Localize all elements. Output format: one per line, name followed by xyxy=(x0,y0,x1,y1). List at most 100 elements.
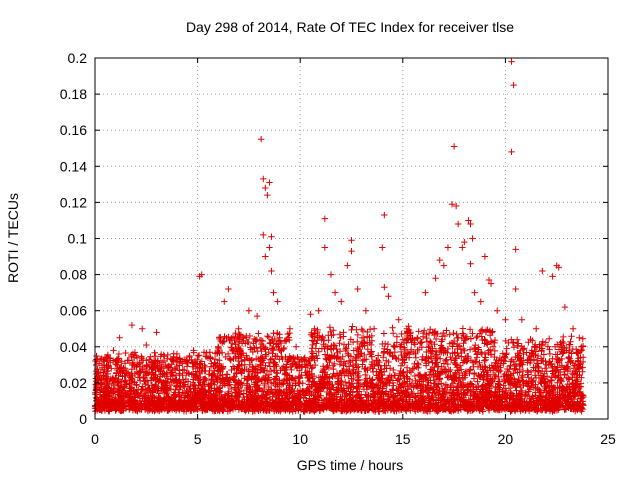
data-point xyxy=(163,370,171,378)
data-point xyxy=(561,303,569,311)
data-point xyxy=(321,244,329,251)
data-point xyxy=(450,143,458,150)
data-point xyxy=(331,289,339,296)
data-point xyxy=(555,264,562,271)
data-point xyxy=(510,81,517,89)
data-point xyxy=(576,334,583,341)
data-point xyxy=(403,325,411,332)
data-point xyxy=(422,289,429,296)
x-tick-label: 15 xyxy=(395,431,411,447)
data-point xyxy=(286,325,294,332)
x-tick-label: 0 xyxy=(91,431,99,447)
data-point xyxy=(225,285,232,293)
data-point xyxy=(97,394,105,401)
data-point xyxy=(221,298,228,305)
data-point xyxy=(190,347,197,354)
data-point xyxy=(110,347,117,354)
data-point xyxy=(362,307,370,314)
data-point xyxy=(266,179,273,186)
data-point xyxy=(578,343,585,350)
data-point xyxy=(315,307,322,314)
data-point xyxy=(569,325,577,332)
y-tick-label: 0.14 xyxy=(60,158,87,174)
data-point xyxy=(370,325,378,332)
y-tick-label: 0.06 xyxy=(60,303,87,319)
x-tick-label: 5 xyxy=(194,431,202,447)
data-point xyxy=(268,233,275,240)
data-point xyxy=(260,231,267,239)
data-point xyxy=(452,202,460,210)
data-point xyxy=(469,235,476,242)
data-point xyxy=(128,321,136,329)
data-point xyxy=(321,215,329,222)
data-point xyxy=(354,285,361,293)
data-point xyxy=(264,191,271,199)
data-point xyxy=(465,217,472,224)
data-point xyxy=(104,379,111,387)
data-point xyxy=(186,352,193,360)
y-tick-label: 0.04 xyxy=(60,339,87,355)
data-point xyxy=(198,271,205,278)
data-point xyxy=(173,379,181,387)
data-point xyxy=(481,253,489,260)
data-point xyxy=(471,289,478,296)
data-point xyxy=(487,280,495,287)
data-point xyxy=(266,244,273,251)
data-point xyxy=(206,349,214,356)
data-point xyxy=(327,271,335,278)
data-point xyxy=(381,284,388,291)
data-point xyxy=(459,244,466,251)
data-point xyxy=(307,311,314,318)
data-point xyxy=(467,260,474,267)
y-tick-label: 0.12 xyxy=(60,194,87,210)
data-point xyxy=(138,325,146,332)
data-point xyxy=(260,175,267,183)
data-point xyxy=(381,211,388,219)
data-point xyxy=(532,325,540,332)
x-tick-label: 10 xyxy=(292,431,308,447)
data-point xyxy=(344,262,351,269)
chart-title: Day 298 of 2014, Rate Of TEC Index for r… xyxy=(186,19,514,35)
data-point xyxy=(436,256,443,264)
y-tick-label: 0 xyxy=(79,411,87,427)
data-point xyxy=(508,58,515,65)
data-point xyxy=(262,253,269,260)
data-point xyxy=(235,325,242,332)
noise-points xyxy=(91,323,587,415)
data-point xyxy=(276,334,283,341)
data-point xyxy=(518,316,526,323)
data-point xyxy=(440,262,448,269)
x-tick-label: 25 xyxy=(600,431,616,447)
data-point xyxy=(539,267,546,275)
points-layer xyxy=(93,58,585,401)
data-point xyxy=(253,312,261,320)
data-point xyxy=(245,307,253,314)
data-point xyxy=(502,316,509,323)
y-axis-label: ROTI / TECUs xyxy=(5,193,21,283)
data-point xyxy=(508,148,515,156)
data-point xyxy=(432,275,439,282)
data-point xyxy=(292,343,300,350)
data-point xyxy=(455,220,462,228)
data-point xyxy=(153,329,160,336)
data-point xyxy=(116,334,123,341)
y-tick-label: 0.02 xyxy=(60,375,87,391)
data-point xyxy=(493,307,501,314)
y-tick-label: 0.08 xyxy=(60,267,87,283)
y-tick-label: 0.16 xyxy=(60,122,87,138)
data-point xyxy=(258,136,265,143)
data-point xyxy=(467,220,474,228)
data-point xyxy=(338,298,345,305)
tick-layer xyxy=(94,57,609,420)
data-point xyxy=(379,244,386,251)
data-point xyxy=(348,237,355,244)
data-point xyxy=(268,267,275,275)
data-point xyxy=(413,334,421,341)
data-point xyxy=(118,358,125,365)
data-point xyxy=(348,247,355,255)
data-point xyxy=(395,316,402,323)
data-point xyxy=(512,246,519,253)
x-tick-labels: 0 5 10 15 20 25 xyxy=(91,431,616,447)
